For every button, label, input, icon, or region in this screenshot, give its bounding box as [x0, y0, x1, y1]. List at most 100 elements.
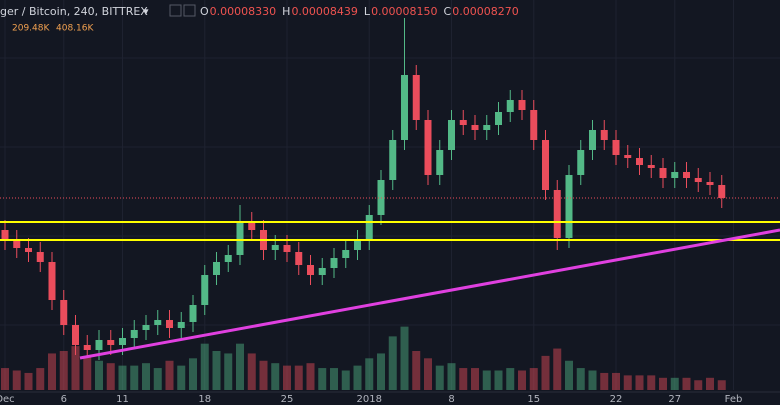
volume-bar [318, 368, 327, 390]
candle-body [436, 150, 444, 175]
volume-bar [83, 355, 92, 390]
volume-bar [506, 368, 515, 390]
volume-bar [177, 365, 186, 390]
candle-body [542, 140, 549, 190]
candle-body [142, 325, 150, 330]
volume-bar [271, 363, 280, 390]
volume-bar [435, 365, 444, 390]
candle-body [401, 75, 408, 140]
candle-body [95, 340, 103, 350]
x-axis-labels: Dec 6 11 18 25 2018 8 15 22 27 Feb [0, 394, 742, 405]
candle-body [671, 172, 679, 178]
dropdown-arrow[interactable]: ▾ [143, 5, 149, 18]
candle-body [471, 125, 479, 130]
volume-bar [259, 360, 268, 390]
volume-bar [153, 368, 162, 390]
x-tick-label: 27 [668, 394, 681, 405]
candle-body [72, 325, 79, 345]
volume-bar [482, 370, 491, 390]
x-tick-label: 11 [116, 394, 129, 405]
candle-body [647, 165, 655, 168]
trend-line [79, 228, 780, 360]
candle-body [177, 322, 185, 328]
candle-body [83, 345, 91, 350]
candle-body [354, 240, 361, 250]
candle-body [307, 265, 314, 275]
x-tick-label: 8 [448, 394, 454, 405]
candle-body [412, 75, 420, 120]
candle-body [624, 155, 632, 158]
volume-bar [330, 368, 338, 390]
candle-body [330, 258, 338, 268]
candle-body [189, 305, 197, 322]
candle-body [718, 185, 726, 198]
candle-body [600, 130, 608, 140]
volume-bar [294, 365, 303, 390]
volume-bar [71, 346, 80, 390]
candle-body [448, 120, 455, 150]
volume-bar [494, 370, 503, 390]
volume-bar [471, 368, 479, 390]
candle-body [130, 330, 138, 338]
ohlc-value: 0.00008330 [210, 5, 276, 18]
candle-body [389, 140, 397, 180]
icon-button[interactable] [169, 4, 182, 17]
volume-bar [236, 343, 244, 390]
volume-bar [541, 355, 550, 390]
candle-body [107, 340, 115, 345]
volume-bar [306, 363, 315, 390]
x-tick-label: 18 [198, 394, 211, 405]
volume-bar [553, 348, 562, 390]
x-tick-label: Feb [725, 394, 743, 405]
ohlc-key: H [282, 5, 290, 18]
volume-bar [1, 368, 9, 390]
candle-body [495, 112, 502, 125]
volume-bar [518, 370, 526, 390]
candle-body [166, 320, 173, 328]
candle-body [295, 252, 303, 265]
x-tick-label: 6 [61, 394, 67, 405]
volume-bar [118, 365, 127, 390]
volume-bar [600, 372, 609, 390]
icon-button[interactable] [183, 4, 196, 17]
ohlc-key: O [200, 5, 209, 18]
volume-bar [400, 326, 409, 390]
candle-body [565, 175, 573, 238]
candle-body [283, 245, 291, 252]
candle-body [518, 100, 526, 110]
volume-bar [635, 375, 644, 390]
volume-bar [612, 372, 620, 390]
candle-body [589, 130, 596, 150]
candle-body [36, 252, 44, 262]
candle-body [483, 125, 491, 130]
volume-bar [48, 353, 56, 390]
volume-bar [682, 377, 691, 390]
candle-body [459, 120, 467, 125]
ohlc-value: 0.00008270 [452, 5, 518, 18]
candle-body [154, 320, 162, 325]
volume-bar [130, 365, 139, 390]
volume-bar [565, 360, 573, 390]
volume-bar [283, 365, 291, 390]
symbol: ger / Bitcoin, 240, BITTREX [0, 5, 148, 18]
volume-bar [212, 351, 221, 390]
candle-body [224, 255, 232, 262]
volume-bar [412, 351, 421, 390]
volume-bar [106, 363, 115, 390]
candle-body [13, 240, 21, 248]
volume-bar [459, 368, 468, 390]
volume-value: 209.48K [12, 24, 50, 34]
candle-body [213, 262, 220, 275]
candle-body [683, 172, 690, 178]
candle-body [271, 245, 279, 250]
plot [0, 18, 780, 390]
volume-bar [224, 353, 233, 390]
volume-bar [694, 380, 703, 390]
candle-body [612, 140, 620, 155]
candle-body [25, 248, 32, 252]
volume-bar [388, 336, 397, 390]
candle-body [60, 300, 68, 325]
volume-bar [717, 380, 726, 390]
ohlc-key: L [364, 5, 371, 18]
